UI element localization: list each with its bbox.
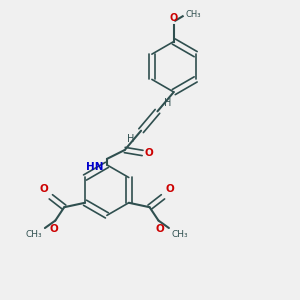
Text: O: O (39, 184, 48, 194)
Text: HN: HN (86, 163, 103, 172)
Text: O: O (156, 224, 164, 234)
Text: O: O (170, 13, 178, 23)
Text: O: O (50, 224, 58, 234)
Text: O: O (145, 148, 154, 158)
Text: H: H (127, 134, 134, 144)
Text: CH₃: CH₃ (25, 230, 42, 239)
Text: CH₃: CH₃ (185, 10, 201, 19)
Text: CH₃: CH₃ (172, 230, 188, 239)
Text: H: H (164, 98, 171, 108)
Text: O: O (166, 184, 175, 194)
